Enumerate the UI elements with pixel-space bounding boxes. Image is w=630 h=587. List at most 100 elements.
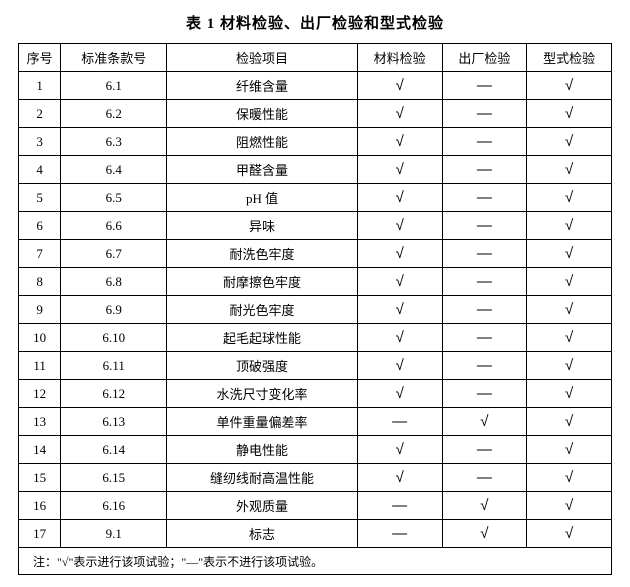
table-row: 116.11顶破强度√—√	[19, 352, 612, 380]
cell-factory: —	[442, 352, 527, 380]
cell-standard: 6.14	[61, 436, 167, 464]
cell-material: √	[357, 156, 442, 184]
cell-type: √	[527, 296, 612, 324]
cell-standard: 6.15	[61, 464, 167, 492]
cell-type: √	[527, 100, 612, 128]
table-row: 56.5pH 值√—√	[19, 184, 612, 212]
cell-item: 纤维含量	[167, 72, 358, 100]
cell-material: √	[357, 380, 442, 408]
cell-material: —	[357, 408, 442, 436]
cell-factory: —	[442, 436, 527, 464]
cell-index: 15	[19, 464, 61, 492]
cell-factory: —	[442, 100, 527, 128]
table-note: 注："√"表示进行该项试验；"—"表示不进行该项试验。	[19, 548, 612, 575]
cell-material: √	[357, 184, 442, 212]
cell-factory: —	[442, 212, 527, 240]
table-row: 166.16外观质量—√√	[19, 492, 612, 520]
table-row: 136.13单件重量偏差率—√√	[19, 408, 612, 436]
table-row: 16.1纤维含量√—√	[19, 72, 612, 100]
cell-factory: —	[442, 380, 527, 408]
cell-index: 13	[19, 408, 61, 436]
cell-standard: 6.4	[61, 156, 167, 184]
cell-type: √	[527, 156, 612, 184]
cell-factory: —	[442, 156, 527, 184]
cell-type: √	[527, 240, 612, 268]
cell-type: √	[527, 352, 612, 380]
table-row: 26.2保暖性能√—√	[19, 100, 612, 128]
cell-standard: 6.6	[61, 212, 167, 240]
cell-index: 1	[19, 72, 61, 100]
cell-index: 3	[19, 128, 61, 156]
cell-standard: 6.9	[61, 296, 167, 324]
cell-type: √	[527, 324, 612, 352]
cell-item: 外观质量	[167, 492, 358, 520]
col-header-material: 材料检验	[357, 44, 442, 72]
cell-material: √	[357, 240, 442, 268]
cell-index: 14	[19, 436, 61, 464]
cell-material: —	[357, 492, 442, 520]
cell-item: 耐洗色牢度	[167, 240, 358, 268]
cell-index: 5	[19, 184, 61, 212]
table-row: 179.1标志—√√	[19, 520, 612, 548]
cell-standard: 6.8	[61, 268, 167, 296]
cell-standard: 6.11	[61, 352, 167, 380]
cell-index: 16	[19, 492, 61, 520]
cell-standard: 6.13	[61, 408, 167, 436]
cell-type: √	[527, 408, 612, 436]
cell-material: √	[357, 296, 442, 324]
table-title: 表 1 材料检验、出厂检验和型式检验	[18, 12, 612, 33]
col-header-factory: 出厂检验	[442, 44, 527, 72]
cell-item: 耐摩擦色牢度	[167, 268, 358, 296]
cell-factory: —	[442, 324, 527, 352]
cell-item: pH 值	[167, 184, 358, 212]
cell-index: 10	[19, 324, 61, 352]
cell-index: 8	[19, 268, 61, 296]
cell-standard: 6.16	[61, 492, 167, 520]
cell-item: 甲醛含量	[167, 156, 358, 184]
cell-factory: √	[442, 492, 527, 520]
cell-type: √	[527, 184, 612, 212]
table-row: 126.12水洗尺寸变化率√—√	[19, 380, 612, 408]
cell-factory: —	[442, 240, 527, 268]
table-row: 36.3阻燃性能√—√	[19, 128, 612, 156]
table-row: 86.8耐摩擦色牢度√—√	[19, 268, 612, 296]
col-header-standard: 标准条款号	[61, 44, 167, 72]
cell-factory: √	[442, 408, 527, 436]
cell-type: √	[527, 520, 612, 548]
cell-index: 17	[19, 520, 61, 548]
cell-factory: —	[442, 184, 527, 212]
cell-type: √	[527, 72, 612, 100]
cell-item: 缝纫线耐高温性能	[167, 464, 358, 492]
cell-item: 单件重量偏差率	[167, 408, 358, 436]
cell-standard: 6.3	[61, 128, 167, 156]
cell-item: 标志	[167, 520, 358, 548]
cell-type: √	[527, 128, 612, 156]
table-row: 156.15缝纫线耐高温性能√—√	[19, 464, 612, 492]
cell-material: √	[357, 100, 442, 128]
table-row: 46.4甲醛含量√—√	[19, 156, 612, 184]
cell-factory: —	[442, 72, 527, 100]
cell-standard: 6.2	[61, 100, 167, 128]
cell-index: 6	[19, 212, 61, 240]
col-header-item: 检验项目	[167, 44, 358, 72]
table-row: 146.14静电性能√—√	[19, 436, 612, 464]
cell-factory: —	[442, 128, 527, 156]
cell-type: √	[527, 268, 612, 296]
cell-index: 12	[19, 380, 61, 408]
cell-type: √	[527, 380, 612, 408]
cell-material: √	[357, 324, 442, 352]
cell-index: 11	[19, 352, 61, 380]
cell-index: 7	[19, 240, 61, 268]
table-body: 16.1纤维含量√—√ 26.2保暖性能√—√ 36.3阻燃性能√—√ 46.4…	[19, 72, 612, 575]
cell-factory: —	[442, 268, 527, 296]
cell-type: √	[527, 464, 612, 492]
cell-material: —	[357, 520, 442, 548]
cell-item: 水洗尺寸变化率	[167, 380, 358, 408]
cell-type: √	[527, 492, 612, 520]
cell-item: 耐光色牢度	[167, 296, 358, 324]
table-row: 66.6异味√—√	[19, 212, 612, 240]
cell-standard: 6.5	[61, 184, 167, 212]
cell-material: √	[357, 212, 442, 240]
col-header-index: 序号	[19, 44, 61, 72]
cell-material: √	[357, 128, 442, 156]
